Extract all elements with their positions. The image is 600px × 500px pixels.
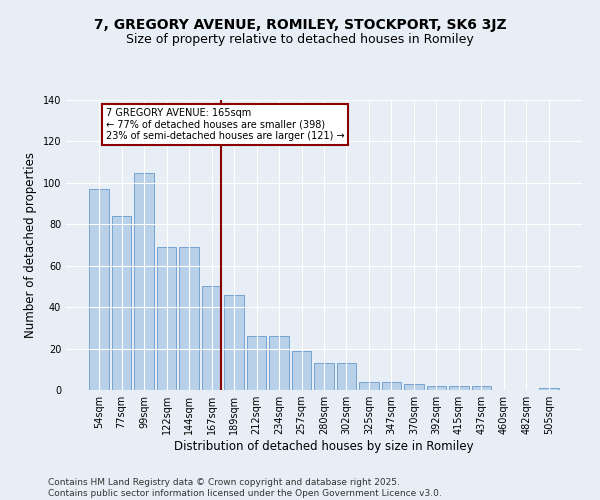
Bar bbox=[337, 363, 356, 390]
Bar bbox=[359, 382, 379, 390]
Text: Contains HM Land Registry data © Crown copyright and database right 2025.
Contai: Contains HM Land Registry data © Crown c… bbox=[48, 478, 442, 498]
Bar bbox=[314, 363, 334, 390]
Bar bbox=[292, 350, 311, 390]
Bar bbox=[269, 336, 289, 390]
Bar bbox=[382, 382, 401, 390]
Bar bbox=[404, 384, 424, 390]
Text: 7 GREGORY AVENUE: 165sqm
← 77% of detached houses are smaller (398)
23% of semi-: 7 GREGORY AVENUE: 165sqm ← 77% of detach… bbox=[106, 108, 344, 142]
Bar bbox=[134, 172, 154, 390]
X-axis label: Distribution of detached houses by size in Romiley: Distribution of detached houses by size … bbox=[174, 440, 474, 453]
Bar bbox=[179, 247, 199, 390]
Bar bbox=[224, 294, 244, 390]
Bar bbox=[539, 388, 559, 390]
Bar bbox=[472, 386, 491, 390]
Bar bbox=[427, 386, 446, 390]
Bar bbox=[89, 189, 109, 390]
Bar bbox=[449, 386, 469, 390]
Bar bbox=[112, 216, 131, 390]
Text: 7, GREGORY AVENUE, ROMILEY, STOCKPORT, SK6 3JZ: 7, GREGORY AVENUE, ROMILEY, STOCKPORT, S… bbox=[94, 18, 506, 32]
Bar bbox=[157, 247, 176, 390]
Bar bbox=[247, 336, 266, 390]
Text: Size of property relative to detached houses in Romiley: Size of property relative to detached ho… bbox=[126, 32, 474, 46]
Y-axis label: Number of detached properties: Number of detached properties bbox=[24, 152, 37, 338]
Bar bbox=[202, 286, 221, 390]
